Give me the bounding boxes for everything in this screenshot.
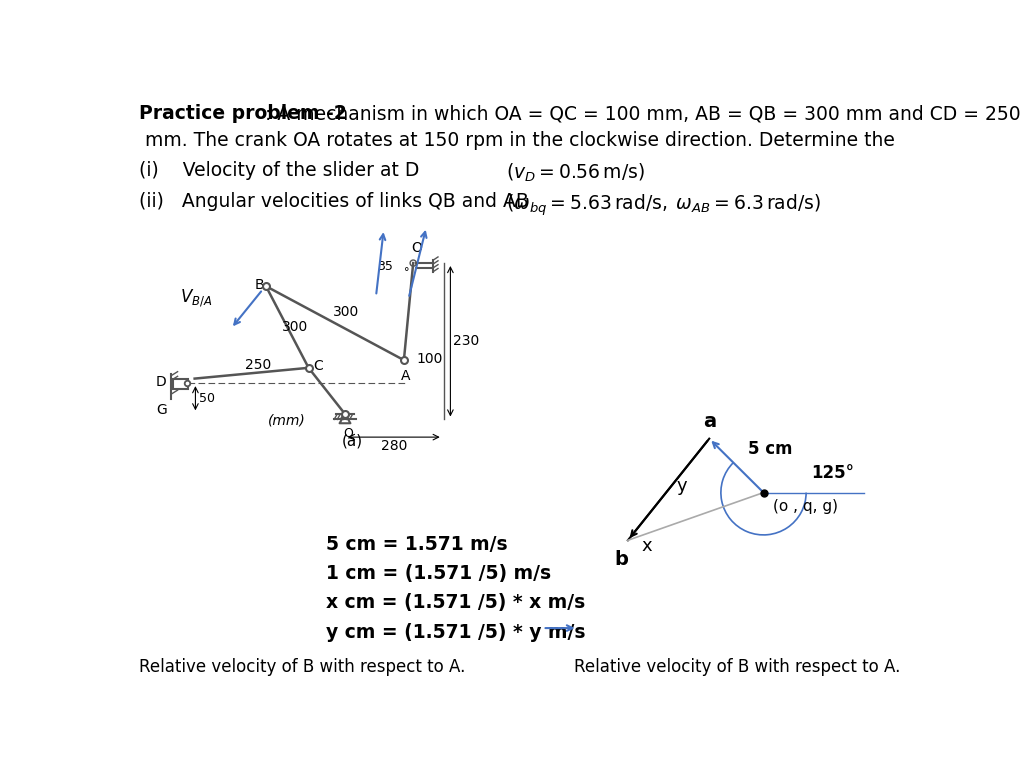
Text: mm. The crank OA rotates at 150 rpm in the clockwise direction. Determine the: mm. The crank OA rotates at 150 rpm in t… — [139, 131, 895, 150]
Text: x: x — [642, 538, 652, 555]
Text: O: O — [411, 241, 422, 256]
Text: °: ° — [403, 267, 410, 277]
Text: a: a — [702, 412, 716, 431]
Text: $V_{B/A}$: $V_{B/A}$ — [180, 287, 212, 309]
Text: G: G — [156, 403, 167, 417]
Text: C: C — [313, 359, 323, 373]
Text: 5 cm = 1.571 m/s: 5 cm = 1.571 m/s — [326, 535, 507, 554]
Text: D: D — [156, 375, 167, 389]
Text: (mm): (mm) — [268, 413, 306, 427]
Text: 300: 300 — [334, 306, 359, 319]
Text: 5 cm: 5 cm — [748, 440, 793, 458]
Text: 50: 50 — [199, 392, 214, 405]
Text: (i)    Velocity of the slider at D: (i) Velocity of the slider at D — [139, 161, 419, 180]
Text: (a): (a) — [342, 433, 364, 449]
Text: Q: Q — [343, 426, 353, 439]
Text: $(\omega_{bq} = 5.63\,\mathrm{rad/s},\;\omega_{AB} = 6.3\,\mathrm{rad/s})$: $(\omega_{bq} = 5.63\,\mathrm{rad/s},\;\… — [506, 192, 821, 218]
Text: y: y — [677, 477, 687, 495]
Text: b: b — [614, 550, 629, 568]
Text: Relative velocity of B with respect to A.: Relative velocity of B with respect to A… — [573, 658, 900, 676]
Text: 280: 280 — [381, 439, 407, 452]
Text: 35: 35 — [377, 260, 393, 273]
Bar — [173, 379, 188, 389]
Text: 1 cm = (1.571 /5) m/s: 1 cm = (1.571 /5) m/s — [326, 564, 551, 583]
Text: A: A — [400, 369, 411, 383]
Text: $(v_D = 0.56\,\mathrm{m/s})$: $(v_D = 0.56\,\mathrm{m/s})$ — [506, 161, 645, 184]
Text: 230: 230 — [454, 334, 480, 348]
Text: Practice problem -2: Practice problem -2 — [139, 104, 346, 124]
Text: 100: 100 — [417, 352, 442, 366]
Text: 300: 300 — [282, 320, 308, 334]
Text: (ii)   Angular velocities of links QB and AB: (ii) Angular velocities of links QB and … — [139, 192, 528, 211]
Text: Relative velocity of B with respect to A.: Relative velocity of B with respect to A… — [139, 658, 465, 676]
Text: 125°: 125° — [812, 464, 855, 482]
Text: : A mechanism in which OA = QC = 100 mm, AB = QB = 300 mm and CD = 250: : A mechanism in which OA = QC = 100 mm,… — [265, 104, 1021, 124]
Text: y cm = (1.571 /5) * y m/s: y cm = (1.571 /5) * y m/s — [326, 623, 585, 642]
Text: B: B — [255, 278, 264, 293]
Text: (o , q, g): (o , q, g) — [773, 498, 838, 514]
Text: 250: 250 — [245, 358, 271, 372]
Text: x cm = (1.571 /5) * x m/s: x cm = (1.571 /5) * x m/s — [326, 594, 585, 612]
